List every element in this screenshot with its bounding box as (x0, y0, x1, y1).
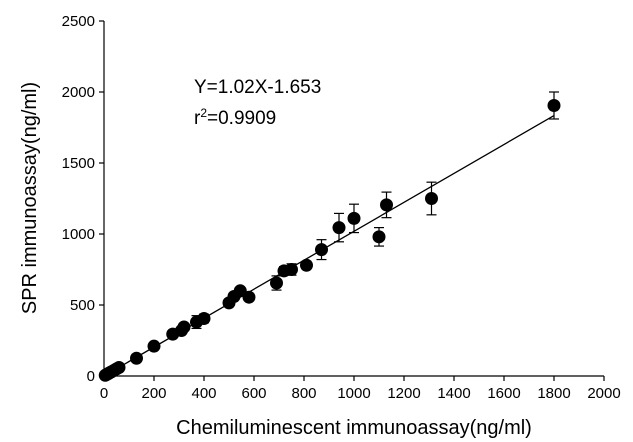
data-point (372, 230, 386, 244)
r-squared-prefix: r (194, 108, 201, 129)
data-points (98, 91, 561, 382)
data-point (147, 339, 161, 353)
x-tick-label: 800 (291, 385, 316, 402)
data-point (425, 192, 438, 205)
y-tick-label: 2500 (62, 13, 95, 30)
y-tick-label: 1000 (62, 226, 95, 243)
data-point (547, 98, 561, 112)
x-tick-label: 1200 (387, 385, 420, 402)
y-tick-label: 2000 (62, 84, 95, 101)
regression-equation: Y=1.02X-1.653 (194, 77, 321, 98)
y-tick-label: 0 (87, 368, 95, 385)
data-point (315, 243, 328, 257)
x-tick-label: 0 (100, 385, 108, 402)
x-ticks: 0 200 400 600 800 1000 1200 1400 1600 1800 2000 (100, 376, 621, 402)
y-tick-label: 1500 (62, 155, 95, 172)
data-point (332, 221, 346, 235)
r-squared-superscript: 2 (200, 106, 207, 120)
r-squared-annotation: r2=0.9909 (194, 106, 276, 129)
plot-area (103, 21, 604, 377)
x-tick-label: 1600 (487, 385, 520, 402)
x-tick-label: 2000 (587, 385, 620, 402)
data-point (130, 351, 143, 365)
x-tick-label: 200 (141, 385, 166, 402)
data-point (300, 258, 313, 272)
y-axis-label: SPR immunoassay(ng/ml) (19, 82, 41, 314)
x-tick-label: 1800 (537, 385, 570, 402)
data-point (197, 311, 211, 325)
y-tick-label: 500 (70, 297, 95, 314)
data-point (177, 320, 191, 334)
x-tick-label: 1000 (337, 385, 370, 402)
y-ticks: 0 500 1000 1500 2000 2500 (62, 13, 104, 385)
x-axis-label: Chemiluminescent immunoassay(ng/ml) (176, 417, 532, 439)
x-tick-label: 400 (191, 385, 216, 402)
data-point (380, 198, 393, 212)
data-point (112, 360, 126, 374)
data-point (242, 290, 256, 304)
data-point (270, 276, 283, 290)
x-tick-label: 600 (241, 385, 266, 402)
r-squared-value: =0.9909 (207, 108, 276, 129)
data-point (285, 263, 298, 276)
x-tick-label: 1400 (437, 385, 470, 402)
data-point (347, 211, 361, 225)
